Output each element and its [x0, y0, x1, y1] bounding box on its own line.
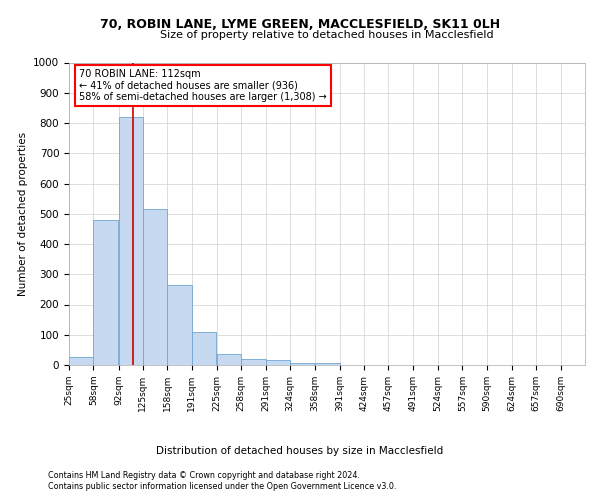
Bar [217, 354, 241, 365]
Bar [290, 362, 314, 365]
Bar [266, 360, 290, 365]
Text: Contains HM Land Registry data © Crown copyright and database right 2024.: Contains HM Land Registry data © Crown c… [48, 471, 360, 480]
Text: Distribution of detached houses by size in Macclesfield: Distribution of detached houses by size … [157, 446, 443, 456]
Bar [94, 220, 118, 365]
Bar [143, 209, 167, 365]
Bar [69, 357, 94, 365]
Text: 70 ROBIN LANE: 112sqm
← 41% of detached houses are smaller (936)
58% of semi-det: 70 ROBIN LANE: 112sqm ← 41% of detached … [79, 68, 327, 102]
Y-axis label: Number of detached properties: Number of detached properties [17, 132, 28, 296]
Bar [119, 117, 143, 365]
Bar [192, 332, 216, 365]
Text: 70, ROBIN LANE, LYME GREEN, MACCLESFIELD, SK11 0LH: 70, ROBIN LANE, LYME GREEN, MACCLESFIELD… [100, 18, 500, 30]
Bar [167, 285, 192, 365]
Bar [241, 359, 266, 365]
Bar [315, 364, 340, 365]
Title: Size of property relative to detached houses in Macclesfield: Size of property relative to detached ho… [160, 30, 494, 40]
Text: Contains public sector information licensed under the Open Government Licence v3: Contains public sector information licen… [48, 482, 397, 491]
